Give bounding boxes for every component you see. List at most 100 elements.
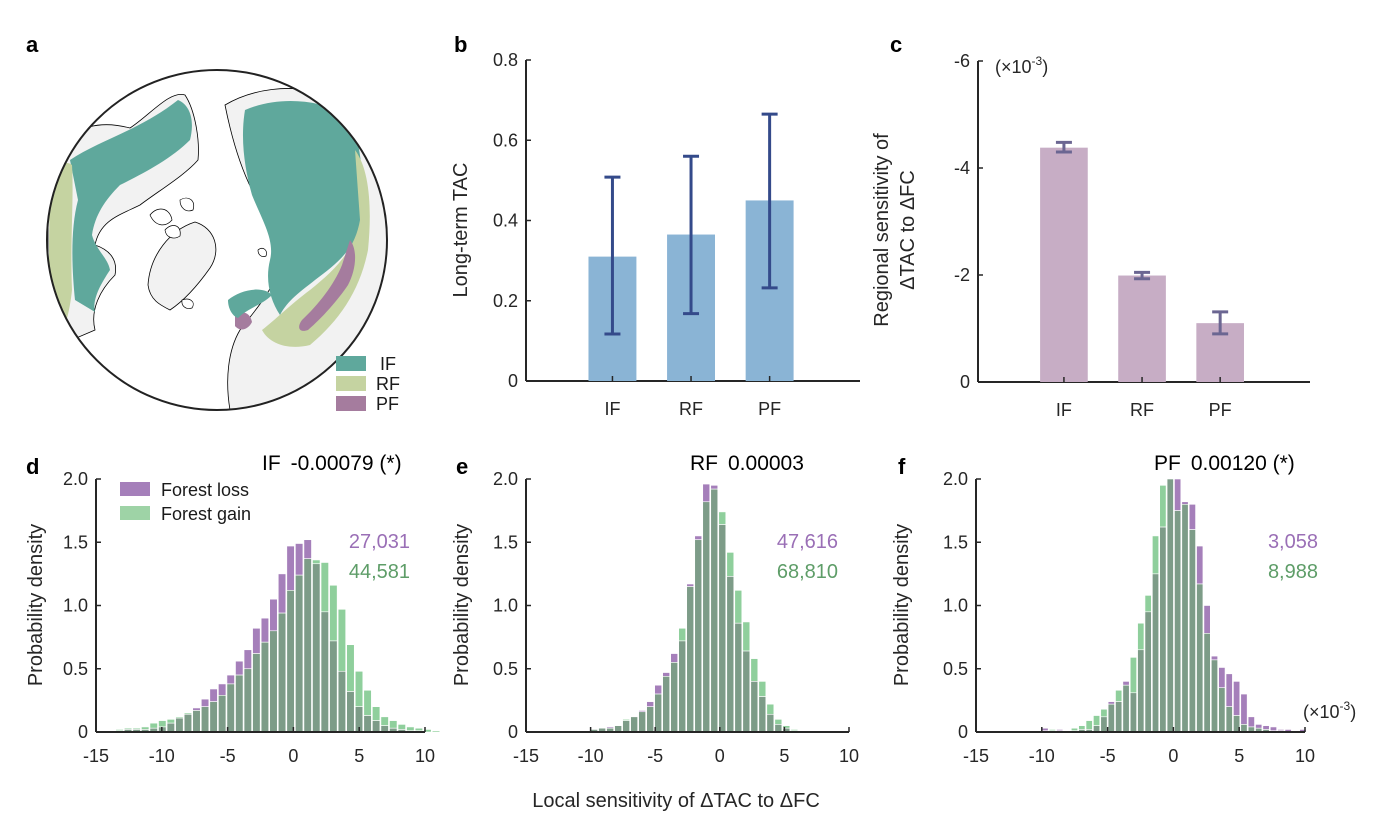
hist-bar-gain-f [1093, 715, 1101, 726]
panel-letter-c: c [890, 32, 902, 57]
forest-if-na [70, 100, 192, 312]
hist-bar-overlap-e [702, 501, 711, 733]
hist-bar-loss-e [670, 653, 679, 663]
legend-swatch-rf [336, 376, 366, 391]
hist-bar-gain-f [1159, 485, 1167, 528]
hist-bar-overlap-d [337, 670, 346, 733]
hist-bar-gain-e [726, 552, 735, 577]
panel-a: a [26, 32, 400, 414]
title-d: IF -0.00079 (*) [262, 452, 402, 475]
hist-bar-loss-e [702, 483, 711, 503]
hist-bar-overlap-e [718, 524, 727, 733]
hist-bar-loss-d [235, 660, 244, 676]
hist-bar-loss-f [1247, 716, 1255, 728]
hist-bar-gain-d [329, 584, 338, 642]
panel-b: b 0 0.2 0.4 0.6 0.8 IF RF PF Long-term TAC [450, 32, 860, 419]
hist-bar-overlap-d [269, 630, 278, 733]
histogram-legend: Forest loss Forest gain [120, 480, 251, 524]
y-axis-label-e: Probability density [451, 524, 473, 686]
hist-bar-gain-e [678, 627, 687, 642]
legend-label-forest-gain: Forest gain [161, 504, 251, 524]
hist-bar-overlap-f [1240, 724, 1248, 733]
x-tick-label-d: 10 [415, 746, 435, 766]
title-e: RF 0.00003 [690, 452, 804, 475]
hist-bar-overlap-f [1181, 503, 1189, 733]
legend-label-pf: PF [376, 394, 399, 414]
hist-bar-overlap-e [622, 720, 630, 733]
hist-bar-overlap-f [1225, 706, 1233, 733]
hist-bar-loss-e [686, 583, 695, 587]
hist-bar-overlap-d [277, 612, 287, 733]
y-axis-label-d: Probability density [25, 524, 47, 686]
hist-bar-loss-d [192, 707, 201, 711]
hist-bar-overlap-d [372, 720, 381, 733]
count-loss-f: 3,058 [1268, 531, 1318, 553]
hist-bar-overlap-e [678, 640, 687, 733]
hist-bar-overlap-f [1122, 684, 1130, 733]
panel-letter-b: b [454, 32, 467, 57]
y-tick-label-c: -4 [954, 158, 970, 178]
hist-bar-overlap-e [710, 488, 719, 733]
hist-bar-overlap-d [346, 691, 355, 733]
hist-bar-loss-f [1203, 605, 1211, 634]
hist-bar-overlap-d [175, 717, 184, 733]
y-axis-label-c-line1: Regional sensitivity of [871, 133, 893, 327]
y-tick-label-e: 0.5 [493, 659, 518, 679]
histogram-f: 0 0.5 1.0 1.5 2.0 -15 -10 -5 0 5 10 [943, 469, 1315, 766]
map-legend: IF RF PF [336, 354, 400, 414]
hist-bar-loss-f [1181, 501, 1189, 505]
hist-bar-overlap-f [1211, 659, 1218, 733]
y-tick-label-c: -6 [954, 51, 970, 71]
hist-bar-gain-f [1137, 622, 1145, 651]
hist-bar-overlap-d [320, 611, 329, 733]
hist-bar-overlap-e [766, 713, 775, 733]
panel-d: d 0 0.5 1.0 1.5 2.0 -15 -10 -5 0 5 10 Probability … [25, 452, 441, 766]
hist-bar-overlap-f [1218, 687, 1226, 733]
hist-bar-loss-e [694, 535, 703, 541]
y-tick-label-b: 0.6 [493, 130, 518, 150]
panel-letter-e: e [456, 454, 468, 479]
hist-bar-gain-d [149, 722, 158, 729]
hist-bar-gain-f [1070, 727, 1078, 732]
x-tick-label-f: -15 [963, 746, 989, 766]
hist-bar-overlap-f [1159, 526, 1167, 733]
hist-bar-overlap-e [670, 662, 679, 733]
hist-bar-gain-f [1129, 657, 1137, 694]
hist-bar-loss-e [646, 701, 654, 708]
hist-bar-loss-f [1174, 478, 1182, 511]
hist-bar-overlap-d [226, 683, 235, 733]
hist-bar-overlap-e [774, 724, 783, 733]
hist-bar-loss-d [243, 649, 252, 670]
histogram-d: 0 0.5 1.0 1.5 2.0 -15 -10 -5 0 5 10 [63, 469, 441, 766]
x-tick-label-f: -5 [1100, 746, 1116, 766]
hist-bar-gain-d [380, 716, 389, 726]
forest-rf-eu [262, 150, 370, 347]
forest-if-scand [228, 289, 272, 318]
x-axis-label-shared: Local sensitivity of ΔTAC to ΔFC [532, 790, 820, 812]
hist-bar-loss-d [303, 539, 312, 559]
y-axis-label-b: Long-term TAC [450, 163, 472, 298]
x-tick-label-d: 0 [288, 746, 298, 766]
hist-bar-overlap-d [166, 722, 175, 733]
hist-bar-overlap-f [1166, 478, 1174, 733]
hist-bar-loss-d [295, 543, 304, 576]
hist-bar-gain-f [1152, 535, 1160, 575]
hist-bar-gain-d [312, 559, 321, 565]
hist-bar-loss-f [1225, 673, 1233, 707]
hist-bar-loss-f [1255, 724, 1263, 729]
hist-bar-gain-f [1115, 689, 1123, 702]
hist-bar-gain-e [750, 658, 759, 682]
hist-bar-overlap-e [742, 650, 751, 733]
hist-bar-overlap-f [1100, 716, 1108, 733]
hist-bar-loss-d [200, 698, 210, 707]
x-tick-label-d: -10 [149, 746, 175, 766]
hist-bar-overlap-d [295, 574, 304, 733]
y-tick-label-f: 1.0 [943, 596, 968, 616]
hist-bar-gain-e [742, 621, 751, 652]
hist-bar-loss-e [710, 485, 719, 490]
hist-bar-overlap-d [260, 641, 270, 733]
y-tick-label-e: 1.0 [493, 596, 518, 616]
hist-bar-gain-d [166, 719, 175, 724]
hist-bar-gain-e [718, 511, 727, 525]
